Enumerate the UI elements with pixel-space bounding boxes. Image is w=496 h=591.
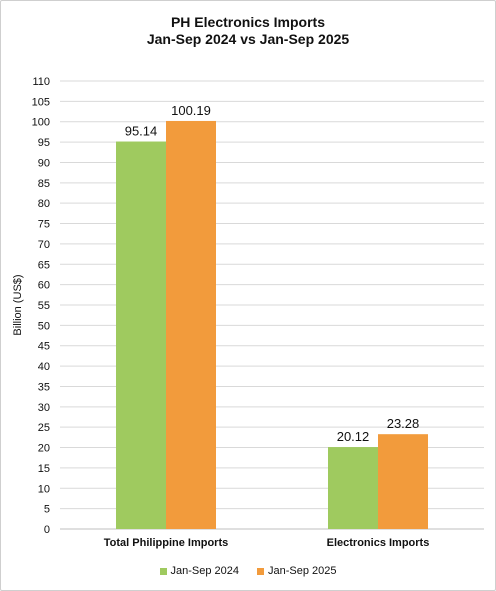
data-label: 100.19 <box>171 103 211 118</box>
legend-item-series-2: Jan-Sep 2025 <box>257 565 337 577</box>
chart-title-line-1: PH Electronics Imports <box>170 14 326 30</box>
legend-label-series-2: Jan-Sep 2025 <box>268 565 337 577</box>
x-category-label: Total Philippine Imports <box>104 537 228 549</box>
legend-label-series-1: Jan-Sep 2024 <box>170 565 240 577</box>
y-tick-label: 30 <box>38 402 50 414</box>
data-label: 23.28 <box>387 416 420 431</box>
y-tick-label: 35 <box>38 381 50 393</box>
data-label: 95.14 <box>125 124 158 139</box>
y-tick-label: 5 <box>44 504 50 516</box>
legend-swatch-series-1 <box>159 567 167 575</box>
chart-title: PH Electronics Imports Jan-Sep 2024 vs J… <box>0 14 496 48</box>
chart-legend: Jan-Sep 2024 Jan-Sep 2025 <box>0 565 496 577</box>
bar <box>378 434 428 529</box>
y-tick-label: 100 <box>32 117 50 129</box>
y-tick-label: 45 <box>38 341 50 353</box>
chart-title-line-2: Jan-Sep 2024 vs Jan-Sep 2025 <box>146 31 350 47</box>
y-tick-label: 95 <box>38 137 50 149</box>
y-tick-label: 90 <box>38 157 50 169</box>
y-tick-label: 105 <box>32 96 50 108</box>
legend-item-series-1: Jan-Sep 2024 <box>159 565 240 577</box>
y-tick-label: 25 <box>38 422 50 434</box>
y-tick-label: 0 <box>44 524 50 536</box>
y-tick-label: 10 <box>38 483 50 495</box>
y-tick-label: 65 <box>38 259 50 271</box>
y-tick-label: 110 <box>32 76 50 88</box>
x-category-label: Electronics Imports <box>327 537 430 549</box>
y-tick-label: 60 <box>38 280 50 292</box>
y-tick-label: 85 <box>38 178 50 190</box>
y-tick-label: 75 <box>38 219 50 231</box>
y-tick-label: 50 <box>38 320 50 332</box>
data-label: 20.12 <box>337 429 370 444</box>
y-tick-label: 20 <box>38 443 50 455</box>
bar <box>166 120 216 529</box>
bar <box>328 447 378 529</box>
y-tick-label: 70 <box>38 239 50 251</box>
y-tick-label: 40 <box>38 361 50 373</box>
legend-swatch-series-2 <box>257 567 264 575</box>
y-tick-label: 55 <box>38 300 50 312</box>
y-tick-label: 15 <box>38 463 50 475</box>
y-tick-label: 80 <box>38 198 50 210</box>
bar <box>116 141 166 529</box>
